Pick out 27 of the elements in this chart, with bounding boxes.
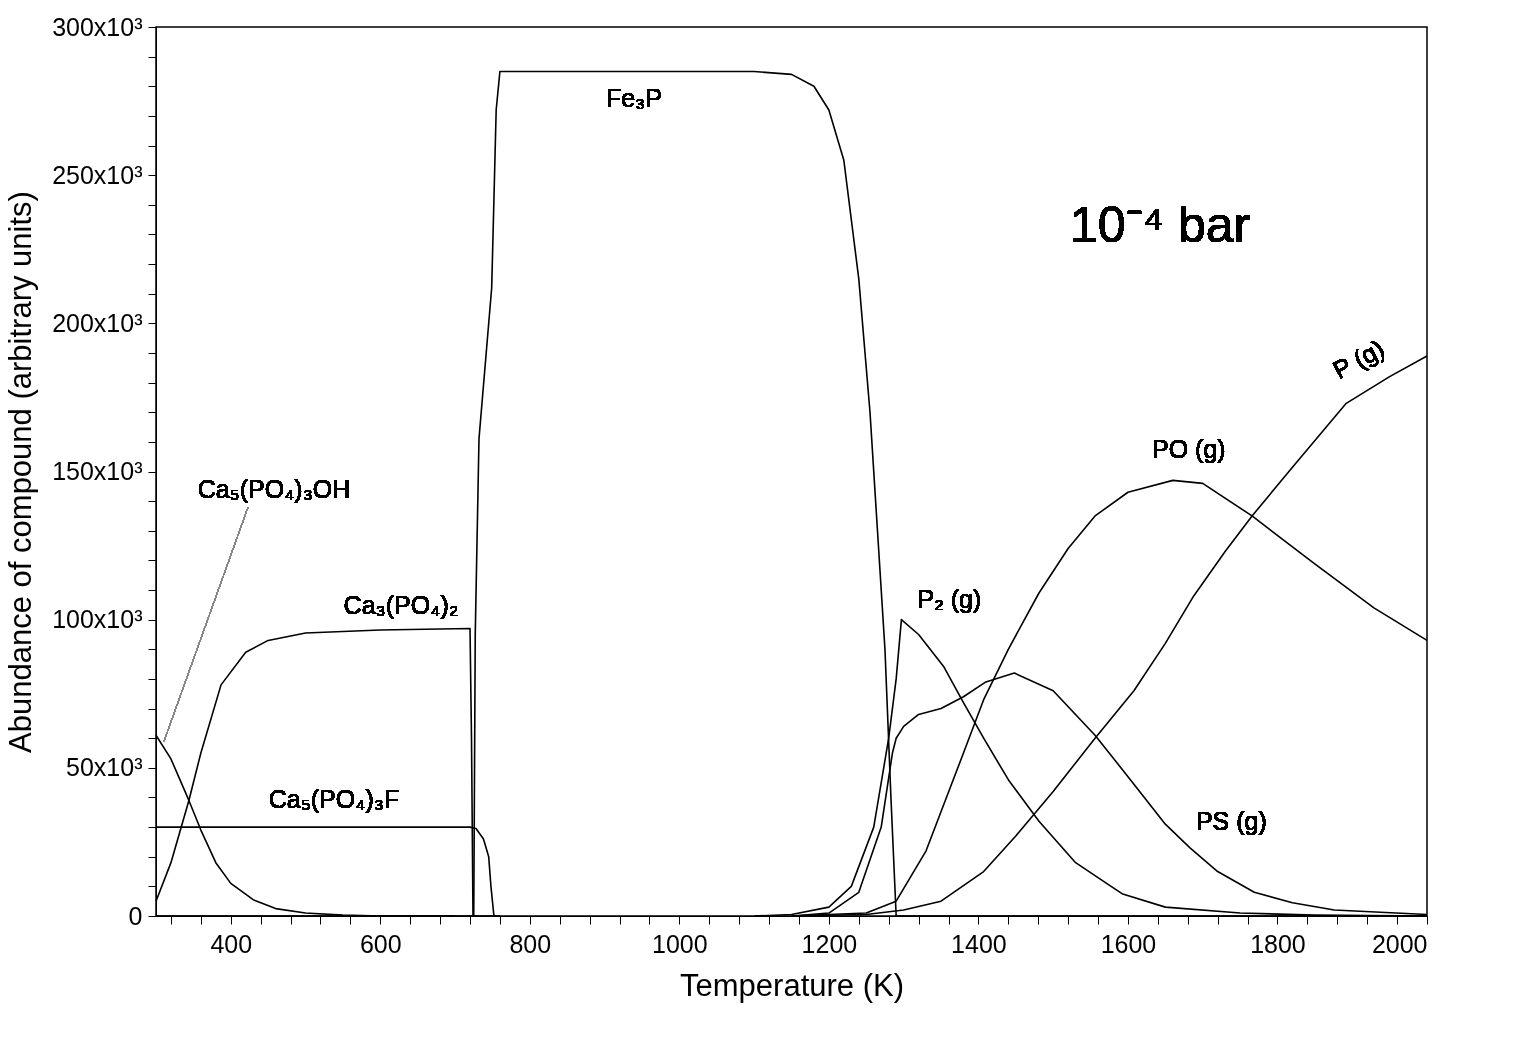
y-tick-label: 0 (128, 901, 143, 930)
annotation: 10⁻⁴ bar (1069, 197, 1251, 254)
series-label: P₂ (g) (917, 584, 982, 613)
y-axis-title: Abundance of compound (arbitrary units) (3, 191, 39, 753)
x-axis-title: Temperature (K) (680, 967, 904, 1003)
x-tick-label: 600 (359, 929, 402, 958)
x-tick-label: 1600 (1100, 929, 1157, 958)
y-tick-label: 200x10³ (52, 308, 143, 337)
x-tick-label: 1800 (1250, 929, 1306, 958)
y-tick-label: 50x10³ (66, 753, 143, 782)
x-tick-label: 2000 (1371, 929, 1428, 958)
series-label: Fe₃P (605, 84, 662, 113)
x-tick-label: 1400 (951, 929, 1007, 958)
series-label: PS (g) (1195, 807, 1267, 836)
text: P (g) (1328, 334, 1389, 385)
x-tick-label: 1200 (801, 929, 858, 958)
y-tick-label: 150x10³ (52, 457, 143, 485)
text: Ca₅(PO₄)₃OH (197, 475, 351, 504)
y-tick-label: 100x10³ (52, 605, 143, 634)
x-tick-label: 1000 (652, 929, 708, 958)
series-label: PO (g) (1151, 435, 1226, 464)
series-label: Ca₃(PO₄)₂ (343, 590, 459, 619)
series-label: Ca₅(PO₄)₃F (268, 785, 400, 814)
y-tick-label: 250x10³ (52, 160, 143, 189)
y-tick-label: 300x10³ (52, 12, 143, 41)
x-tick-label: 400 (210, 929, 253, 958)
x-tick-label: 800 (509, 929, 552, 958)
